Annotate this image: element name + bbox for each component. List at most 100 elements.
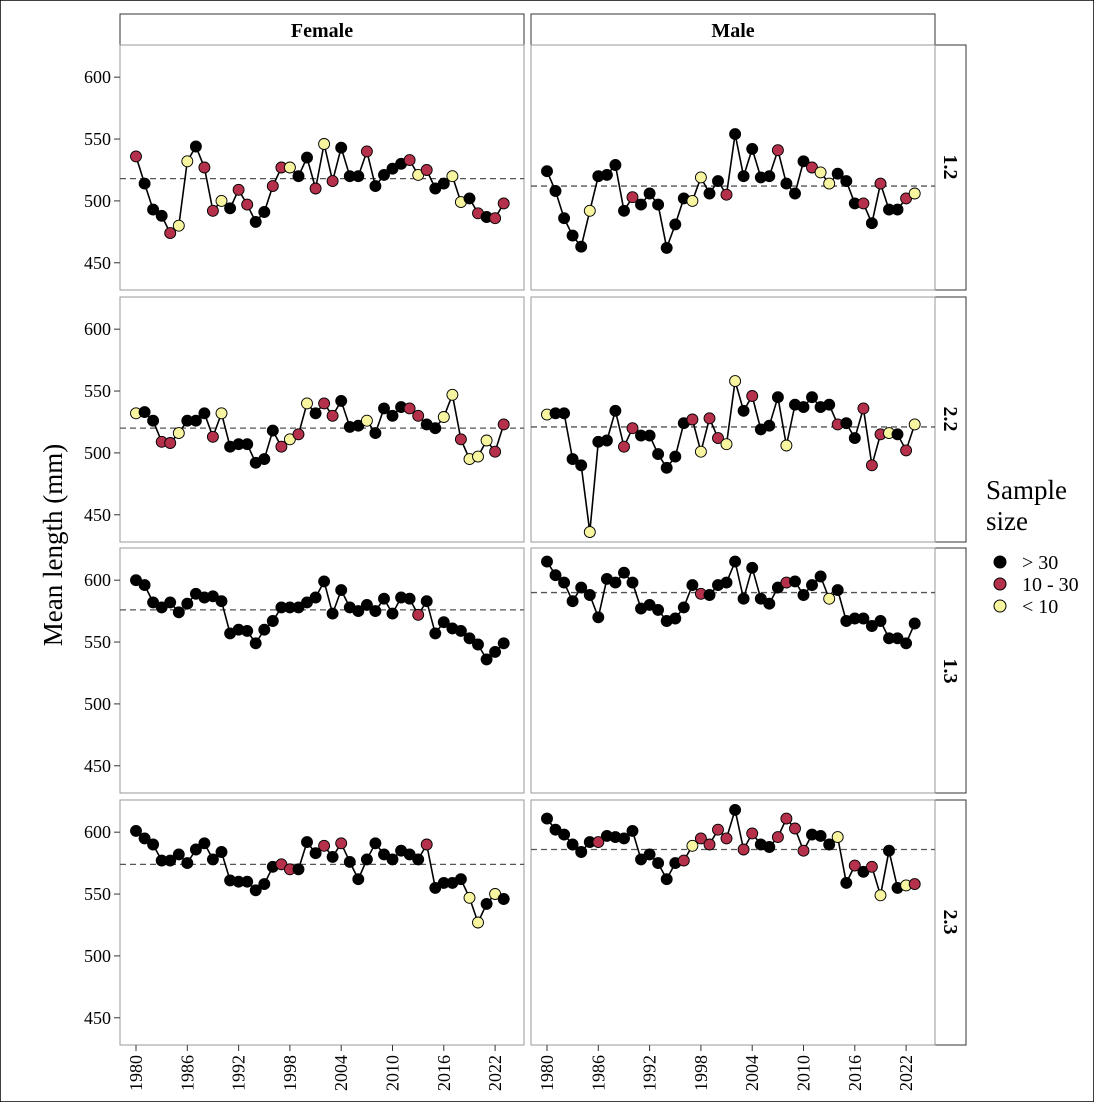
data-point (874, 889, 887, 902)
x-tick-label: 2010 (794, 1055, 814, 1091)
data-point (138, 832, 151, 845)
data-point (378, 168, 390, 181)
data-point (360, 414, 373, 427)
data-point (814, 570, 827, 583)
data-point (189, 414, 202, 427)
legend-title-line2: size (986, 506, 1028, 536)
data-point (814, 166, 827, 179)
strip-male-label: Male (711, 20, 754, 42)
data-point (857, 402, 870, 415)
data-point (669, 218, 682, 231)
data-point (164, 596, 177, 609)
data-point (746, 561, 759, 574)
data-point (497, 197, 510, 210)
data-point (566, 229, 579, 242)
data-point (643, 848, 656, 861)
data-point (575, 846, 588, 858)
data-point (541, 555, 553, 568)
data-point (301, 151, 313, 164)
strip-male (530, 13, 936, 46)
data-point (720, 576, 733, 589)
data-point (249, 215, 262, 228)
data-point (412, 409, 425, 422)
data-point (352, 170, 365, 183)
data-point (643, 429, 656, 442)
data-point (437, 177, 450, 190)
data-point (437, 616, 450, 629)
data-point (386, 409, 399, 422)
data-point (446, 388, 459, 401)
data-point (694, 445, 707, 458)
data-point (729, 803, 742, 816)
y-tick-label: 500 (84, 191, 111, 211)
data-point (249, 884, 262, 897)
strip-row-2-3-label: 2.3 (939, 910, 961, 935)
data-point (335, 584, 348, 597)
data-point (489, 445, 502, 458)
data-point (729, 555, 742, 568)
data-point (318, 397, 331, 410)
data-point (583, 526, 596, 539)
data-point (609, 159, 622, 171)
data-point (266, 424, 279, 437)
panel-female-1-2 (119, 44, 525, 291)
legend-label-over-30: > 30 (1022, 552, 1058, 574)
data-point (206, 430, 219, 443)
x-tick-label: 2016 (845, 1055, 865, 1091)
data-point (172, 219, 185, 232)
data-point (335, 394, 348, 407)
data-point (566, 595, 579, 608)
y-tick-label: 450 (84, 1008, 111, 1028)
data-point (831, 167, 844, 180)
data-point (823, 398, 836, 411)
data-point (369, 427, 382, 440)
data-point (155, 209, 168, 222)
x-tick-label: 1980 (126, 1055, 146, 1091)
data-point (326, 175, 339, 188)
data-point (583, 589, 596, 601)
x-tick-label: 2022 (485, 1055, 505, 1091)
data-point (626, 576, 639, 589)
data-point (763, 419, 776, 432)
data-point (215, 595, 228, 608)
data-point (258, 206, 271, 218)
data-point (130, 150, 142, 163)
data-point (874, 615, 887, 627)
data-point (549, 569, 562, 582)
data-point (840, 876, 853, 889)
data-point (686, 413, 699, 426)
data-point (600, 168, 613, 181)
data-point (865, 459, 878, 472)
legend-key-under-10 (993, 599, 1007, 613)
data-point (480, 897, 493, 910)
data-point (771, 831, 784, 844)
data-point (789, 575, 801, 588)
panel-female-1-3 (119, 547, 525, 794)
data-point (198, 837, 211, 850)
x-tick-label: 1986 (588, 1055, 608, 1091)
x-tick-label: 1992 (229, 1055, 249, 1091)
data-point (292, 428, 305, 441)
data-point (652, 198, 665, 211)
data-point (746, 390, 759, 402)
x-tick-label: 2004 (742, 1055, 762, 1091)
data-point (403, 154, 416, 167)
x-tick-label: 1998 (280, 1055, 300, 1091)
data-point (224, 202, 237, 215)
data-point (497, 893, 510, 905)
data-point (241, 624, 254, 637)
data-point (198, 161, 211, 174)
data-point (618, 204, 630, 217)
data-point (326, 607, 339, 620)
strip-row-1-3-label: 1.3 (939, 659, 961, 684)
data-point (609, 576, 622, 589)
data-point (172, 848, 185, 861)
strip-female (119, 13, 525, 46)
data-point (848, 859, 861, 872)
data-point (309, 182, 322, 195)
data-point (454, 873, 467, 886)
data-point (429, 422, 442, 435)
data-point (326, 850, 339, 863)
data-point (309, 407, 322, 420)
data-point (771, 144, 784, 157)
